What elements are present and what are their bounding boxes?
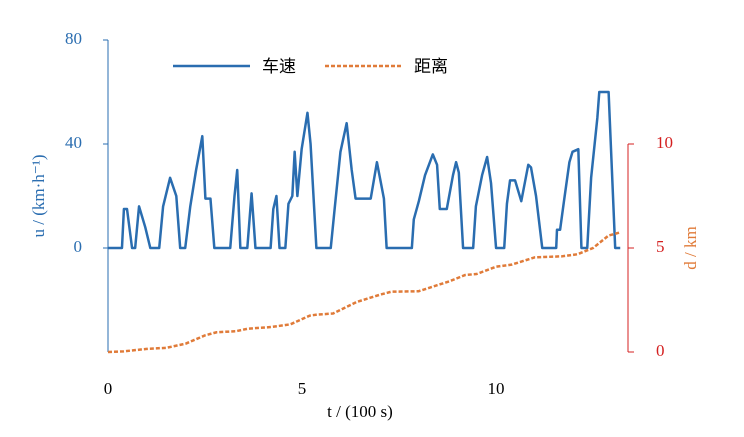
y2-axis-label: d / km [681, 226, 700, 269]
x-tick-label: 10 [488, 379, 505, 398]
y2-tick-label: 5 [656, 237, 665, 256]
legend-label: 距离 [414, 57, 448, 77]
y-tick-label: 0 [74, 237, 83, 256]
series-line [108, 90, 621, 250]
legend-label: 车速 [262, 57, 296, 77]
x-tick-label: 0 [104, 379, 113, 398]
x-tick-label: 5 [298, 379, 307, 398]
y-tick-label: 40 [65, 133, 82, 152]
y2-tick-label: 0 [656, 341, 665, 360]
y-tick-label: 80 [65, 29, 82, 48]
series-line [107, 231, 621, 354]
y2-tick-label: 10 [656, 133, 673, 152]
y-axis-label: u / (km·h⁻¹) [29, 155, 48, 238]
x-axis-label: t / (100 s) [327, 402, 393, 421]
